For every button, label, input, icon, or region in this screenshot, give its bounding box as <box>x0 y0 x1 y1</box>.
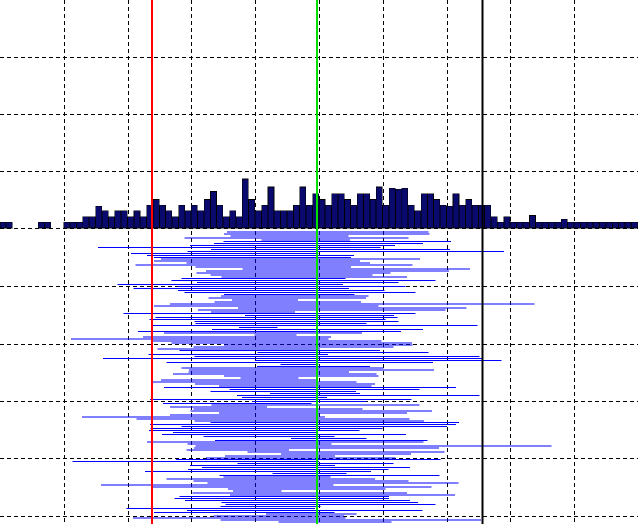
histogram-bar <box>522 222 530 229</box>
histogram-bar <box>0 222 7 229</box>
histogram-bar <box>541 222 549 229</box>
histogram-bar <box>299 186 307 229</box>
interval-segments <box>71 231 552 523</box>
histogram-bar <box>248 199 256 229</box>
histogram-bar <box>293 204 300 229</box>
histogram-bar <box>172 216 179 229</box>
histogram-bar <box>159 204 166 229</box>
histogram-bar <box>452 193 460 229</box>
histogram-bar <box>439 204 447 229</box>
histogram-bar <box>210 191 217 229</box>
reference-lines <box>150 0 484 524</box>
histogram-bar <box>420 193 428 229</box>
histogram-bar <box>133 210 141 229</box>
histogram-bar <box>286 210 294 229</box>
histogram-bar <box>331 193 339 229</box>
histogram-bar <box>561 219 568 229</box>
histogram-bar <box>465 199 473 229</box>
histogram-bar <box>235 216 243 229</box>
histogram-bar <box>223 216 230 229</box>
histogram-bar <box>414 210 422 229</box>
histogram-bar <box>503 216 511 229</box>
histogram-bar <box>44 222 52 229</box>
histogram-bar <box>459 204 466 229</box>
histogram-bar <box>548 222 556 229</box>
histogram-bar <box>69 222 77 229</box>
histogram-bar <box>554 222 562 229</box>
histogram-bar <box>401 187 409 229</box>
histogram-bar <box>529 215 536 229</box>
histogram-bar <box>273 210 281 229</box>
histogram-bar <box>178 204 185 229</box>
histogram-bar <box>618 222 626 229</box>
histogram-bar <box>497 222 504 229</box>
histogram-bar <box>127 216 134 229</box>
histogram-bar <box>382 204 390 229</box>
histogram-bar <box>37 222 45 229</box>
histogram-bar <box>6 222 13 229</box>
histogram-bar <box>114 210 122 229</box>
histogram-bar <box>624 222 632 229</box>
histogram-bar <box>510 222 517 229</box>
histogram-bar <box>120 210 128 229</box>
histogram-bar <box>184 210 192 229</box>
histogram-bar <box>388 187 396 229</box>
histogram-bar <box>140 216 147 229</box>
histogram-bar <box>407 204 415 229</box>
histogram-bar <box>216 204 224 229</box>
histogram-bar <box>267 186 275 229</box>
histogram-bar <box>261 204 268 229</box>
histogram-bar <box>165 210 173 229</box>
histogram-bar <box>612 222 619 229</box>
histogram-bar <box>471 204 479 229</box>
histogram-bar <box>95 206 102 229</box>
histogram-bar <box>197 210 205 229</box>
histogram-bar <box>433 199 441 229</box>
histogram-bar <box>152 199 160 229</box>
histogram-bar <box>605 222 613 229</box>
histogram-bar <box>229 210 236 229</box>
histogram-bar <box>89 216 96 229</box>
histogram-bar <box>567 222 575 229</box>
histogram-bar <box>580 222 587 229</box>
histogram-bar <box>369 199 377 229</box>
histogram-bar <box>599 222 607 229</box>
histogram-bar <box>337 193 345 229</box>
histogram-bar <box>203 199 211 229</box>
histogram-bar <box>446 206 453 229</box>
histogram-bar <box>191 204 198 229</box>
histogram-bar <box>363 193 371 229</box>
histogram-bar <box>516 222 524 229</box>
histogram-bar <box>108 216 115 229</box>
histogram-bar <box>101 210 109 229</box>
histogram-bar <box>312 193 319 229</box>
histogram-bar <box>318 199 326 229</box>
histogram-bar <box>427 193 434 229</box>
histogram-bar <box>63 222 71 229</box>
histogram-bar <box>395 188 402 229</box>
histogram-bar <box>254 210 262 229</box>
histogram-bar <box>350 204 358 229</box>
histogram-bar <box>242 178 249 229</box>
histogram-bar <box>325 204 332 229</box>
histogram-bar <box>573 222 581 229</box>
histogram-bar <box>535 222 543 229</box>
histogram-bar <box>305 204 313 229</box>
histogram-bar <box>344 199 351 229</box>
histogram-bar <box>76 222 83 229</box>
histogram-bar <box>356 193 364 229</box>
histogram-bar <box>490 216 498 229</box>
histogram-bars <box>0 178 638 229</box>
histogram-bar <box>82 216 90 229</box>
histogram-bar <box>376 186 383 229</box>
histogram-bar <box>631 222 638 229</box>
histogram-bar <box>280 210 288 229</box>
histogram-bar <box>592 222 600 229</box>
histogram-bar <box>586 222 594 229</box>
histogram-bar <box>484 204 492 229</box>
